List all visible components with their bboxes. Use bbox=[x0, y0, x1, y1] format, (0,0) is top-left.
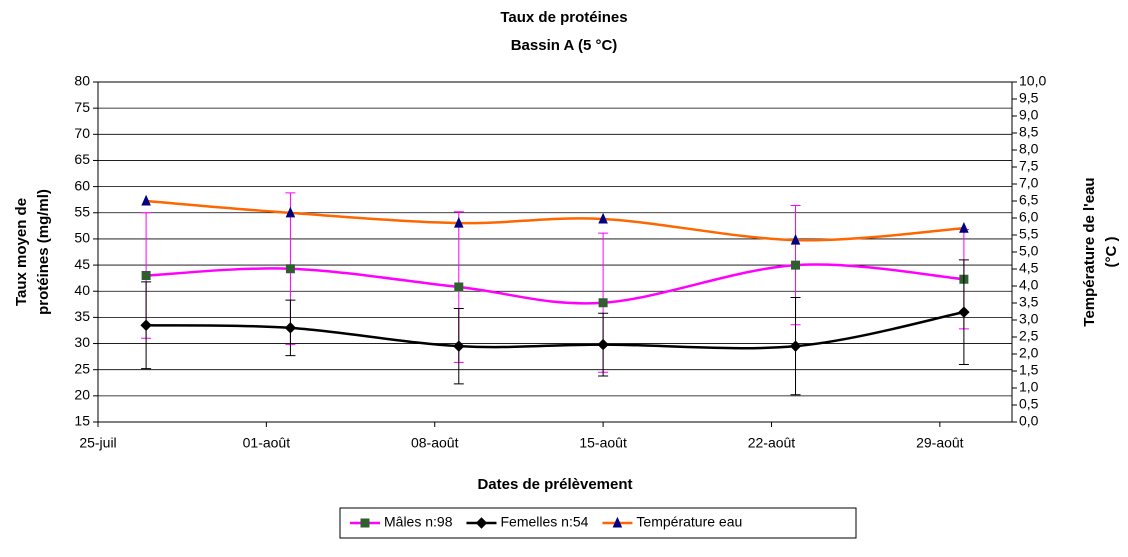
y2-tick-label: 2,0 bbox=[1019, 345, 1039, 361]
marker bbox=[597, 338, 609, 351]
y2-tick-label: 4,0 bbox=[1019, 277, 1039, 293]
y2-tick-label: 8,5 bbox=[1019, 124, 1039, 140]
marker bbox=[360, 518, 370, 528]
marker bbox=[454, 282, 464, 292]
y2-tick-label: 0,0 bbox=[1019, 413, 1039, 429]
y-axis-title: protéines (mg/ml) bbox=[35, 189, 52, 315]
marker bbox=[790, 233, 801, 245]
y2-tick-label: 4,5 bbox=[1019, 260, 1039, 276]
series-line bbox=[146, 310, 965, 350]
marker bbox=[141, 271, 151, 281]
y-tick-label: 40 bbox=[74, 282, 90, 298]
marker bbox=[140, 319, 152, 331]
y-tick-label: 70 bbox=[74, 125, 90, 141]
y-tick-label: 65 bbox=[74, 151, 90, 167]
y-tick-label: 55 bbox=[74, 203, 90, 219]
marker bbox=[284, 322, 297, 334]
legend-box bbox=[339, 507, 857, 539]
series-line bbox=[146, 263, 964, 305]
y-tick-label: 35 bbox=[74, 308, 90, 324]
marker bbox=[285, 264, 295, 274]
series-line bbox=[146, 199, 964, 242]
y2-tick-label: 9,0 bbox=[1019, 107, 1039, 123]
y-tick-label: 15 bbox=[74, 413, 90, 429]
y-tick-label: 30 bbox=[74, 334, 90, 350]
marker bbox=[789, 340, 802, 352]
y2-axis-title: Température de l'eau bbox=[1081, 177, 1098, 326]
marker bbox=[285, 206, 296, 218]
marker bbox=[959, 221, 969, 233]
y2-tick-label: 1,0 bbox=[1019, 379, 1039, 395]
y2-tick-label: 5,0 bbox=[1019, 243, 1039, 259]
marker bbox=[453, 340, 465, 352]
y-tick-label: 20 bbox=[74, 387, 90, 403]
marker bbox=[958, 306, 970, 318]
y-tick-label: 50 bbox=[74, 230, 90, 246]
y-tick-label: 60 bbox=[74, 177, 90, 193]
marker bbox=[454, 216, 464, 228]
y-axis-title: Taux moyen de bbox=[13, 198, 30, 306]
y2-tick-label: 6,0 bbox=[1019, 209, 1039, 225]
marker bbox=[598, 298, 608, 308]
y2-tick-label: 7,0 bbox=[1019, 175, 1039, 191]
x-tick-label: 15-août bbox=[579, 435, 627, 451]
y-tick-label: 45 bbox=[74, 256, 90, 272]
x-axis-title: Dates de prélèvement bbox=[477, 476, 632, 493]
y-tick-label: 75 bbox=[74, 99, 90, 115]
marker bbox=[141, 194, 151, 206]
y2-tick-label: 3,0 bbox=[1019, 311, 1039, 327]
legend-label: Température eau bbox=[636, 514, 742, 530]
y2-tick-label: 9,5 bbox=[1019, 90, 1039, 106]
y-tick-label: 25 bbox=[74, 360, 90, 376]
y2-tick-label: 2,5 bbox=[1019, 328, 1039, 344]
y2-tick-label: 3,5 bbox=[1019, 294, 1039, 310]
plot-frame bbox=[97, 81, 1013, 423]
marker bbox=[612, 516, 623, 528]
marker bbox=[475, 517, 488, 529]
y2-tick-label: 7,5 bbox=[1019, 158, 1039, 174]
x-tick-label: 29-août bbox=[916, 435, 964, 451]
y-tick-label: 80 bbox=[74, 73, 90, 89]
y2-tick-label: 8,0 bbox=[1019, 141, 1039, 157]
legend-label: Mâles n:98 bbox=[384, 514, 453, 530]
chart-title: Taux de protéines bbox=[500, 9, 627, 26]
chart-subtitle: Bassin A (5 °C) bbox=[511, 37, 618, 54]
legend-label: Femelles n:54 bbox=[500, 514, 588, 530]
y2-tick-label: 6,5 bbox=[1019, 192, 1039, 208]
y2-tick-label: 5,5 bbox=[1019, 226, 1039, 242]
y2-tick-label: 1,5 bbox=[1019, 362, 1039, 378]
x-tick-label: 08-août bbox=[411, 435, 459, 451]
y2-axis-title: (°C ) bbox=[1103, 237, 1120, 268]
y2-tick-label: 10,0 bbox=[1019, 73, 1046, 89]
marker bbox=[791, 260, 801, 270]
y2-tick-label: 0,5 bbox=[1019, 396, 1039, 412]
x-tick-label: 01-août bbox=[243, 435, 291, 451]
x-tick-label: 22-août bbox=[748, 435, 796, 451]
x-tick-label: 25-juil bbox=[79, 435, 116, 451]
marker bbox=[598, 212, 608, 224]
